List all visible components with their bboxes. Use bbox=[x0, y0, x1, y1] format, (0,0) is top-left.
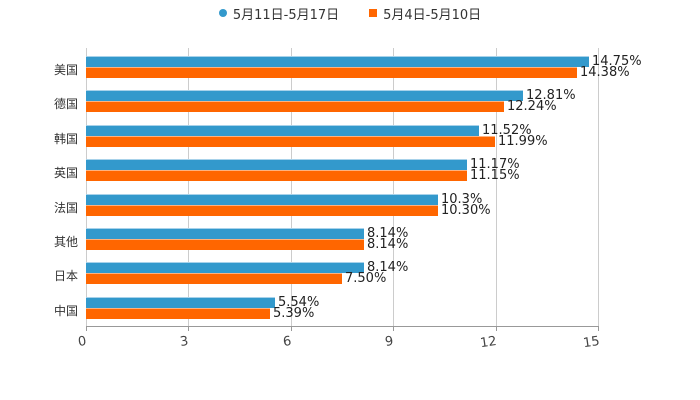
bar-series-1[interactable] bbox=[86, 159, 467, 170]
bar-series-2[interactable] bbox=[86, 273, 342, 284]
x-tick-label: 3 bbox=[179, 334, 190, 351]
gridline bbox=[393, 48, 394, 326]
data-label: 5.39% bbox=[273, 306, 315, 321]
data-label: 12.24% bbox=[507, 99, 557, 114]
legend-square-icon bbox=[369, 9, 378, 17]
x-tick bbox=[86, 326, 87, 331]
x-tick bbox=[598, 326, 599, 331]
category-label: 法国 bbox=[53, 201, 78, 215]
data-label: 7.50% bbox=[345, 271, 387, 286]
category-label: 其他 bbox=[53, 235, 78, 249]
legend-item-series-2[interactable]: 5月4日-5月10日 bbox=[369, 4, 482, 23]
bar-series-1[interactable] bbox=[86, 262, 364, 273]
x-tick bbox=[188, 326, 189, 331]
bar-series-2[interactable] bbox=[86, 170, 467, 181]
bar-series-1[interactable] bbox=[86, 194, 438, 205]
data-label: 11.52% bbox=[482, 123, 532, 138]
bar-series-2[interactable] bbox=[86, 239, 364, 250]
data-label: 11.99% bbox=[498, 134, 548, 149]
legend-item-series-1[interactable]: 5月11日-5月17日 bbox=[218, 4, 340, 23]
bar-series-2[interactable] bbox=[86, 136, 495, 147]
data-label: 11.17% bbox=[470, 157, 520, 172]
bar-series-1[interactable] bbox=[86, 297, 275, 308]
data-label: 11.15% bbox=[470, 168, 520, 183]
x-axis-line bbox=[86, 326, 599, 327]
bar-series-2[interactable] bbox=[86, 205, 438, 216]
data-label: 10.30% bbox=[441, 203, 491, 218]
data-label: 12.81% bbox=[526, 88, 576, 103]
x-tick-label: 15 bbox=[582, 334, 601, 352]
category-label: 中国 bbox=[53, 304, 78, 318]
category-label: 日本 bbox=[53, 269, 78, 283]
data-label: 14.75% bbox=[592, 54, 642, 69]
gridline bbox=[496, 48, 497, 326]
bar-series-1[interactable] bbox=[86, 125, 479, 136]
plot-area bbox=[86, 48, 599, 326]
x-tick bbox=[496, 326, 497, 331]
data-label: 14.38% bbox=[580, 65, 630, 80]
data-label: 10.3% bbox=[441, 192, 483, 207]
legend-label: 5月4日-5月10日 bbox=[383, 7, 482, 23]
gridline bbox=[86, 48, 87, 326]
data-label: 8.14% bbox=[367, 260, 409, 275]
bar-series-2[interactable] bbox=[86, 67, 577, 78]
bar-series-1[interactable] bbox=[86, 90, 523, 101]
category-label: 美国 bbox=[53, 63, 78, 77]
legend-circle-icon bbox=[218, 9, 227, 17]
category-label: 韩国 bbox=[53, 132, 78, 146]
x-tick bbox=[291, 326, 292, 331]
bar-series-1[interactable] bbox=[86, 228, 364, 239]
bar-series-1[interactable] bbox=[86, 56, 589, 67]
bar-series-2[interactable] bbox=[86, 308, 270, 319]
x-tick bbox=[393, 326, 394, 331]
legend-label: 5月11日-5月17日 bbox=[232, 7, 340, 23]
x-tick-label: 12 bbox=[479, 334, 498, 352]
data-label: 8.14% bbox=[367, 226, 409, 241]
x-tick-label: 9 bbox=[384, 334, 395, 351]
gridline bbox=[291, 48, 292, 326]
gridline bbox=[188, 48, 189, 326]
chart-legend: 5月11日-5月17日 5月4日-5月10日 bbox=[0, 4, 700, 23]
category-label: 英国 bbox=[53, 166, 78, 180]
x-tick-label: 6 bbox=[282, 334, 293, 351]
data-label: 5.54% bbox=[278, 295, 320, 310]
x-tick-label: 0 bbox=[77, 334, 88, 351]
data-label: 8.14% bbox=[367, 237, 409, 252]
gridline bbox=[598, 48, 599, 326]
bar-series-2[interactable] bbox=[86, 101, 504, 112]
category-label: 德国 bbox=[53, 97, 78, 111]
